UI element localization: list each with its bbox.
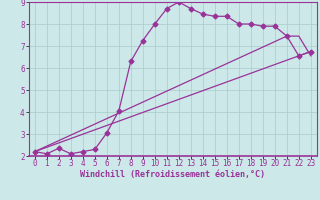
- X-axis label: Windchill (Refroidissement éolien,°C): Windchill (Refroidissement éolien,°C): [80, 170, 265, 179]
